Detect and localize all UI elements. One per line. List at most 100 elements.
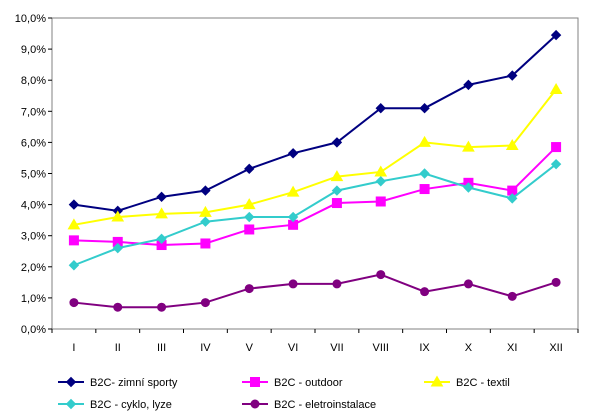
legend-marker — [250, 399, 260, 409]
data-point — [550, 158, 562, 170]
data-point — [155, 207, 168, 219]
data-point — [419, 168, 430, 179]
x-tick-label: IX — [419, 342, 430, 354]
plot-area — [51, 17, 579, 330]
data-point — [244, 163, 255, 175]
legend-label: B2C - cyklo, lyze — [90, 399, 172, 411]
data-point — [375, 196, 386, 207]
legend-label: B2C - outdoor — [274, 377, 343, 389]
series-line — [73, 273, 557, 309]
series-line — [73, 146, 557, 247]
data-point — [242, 198, 256, 210]
series-3 — [67, 83, 563, 230]
y-tick-label: 5,0% — [21, 169, 46, 181]
x-tick-label: XI — [507, 342, 517, 354]
x-axis: I II III IV V VI VII VIII IX X XI XII — [51, 329, 579, 354]
data-point — [111, 210, 125, 222]
y-tick-label: 1,0% — [21, 293, 46, 305]
data-point — [244, 284, 254, 294]
series-line — [73, 163, 557, 267]
legend-marker — [65, 398, 77, 410]
data-point — [156, 233, 167, 245]
series-line — [73, 88, 557, 226]
data-point — [375, 102, 386, 114]
data-point — [199, 205, 212, 217]
legend-item: B2C - textil — [424, 375, 510, 389]
y-tick-label: 10,0% — [15, 13, 46, 25]
data-point — [375, 176, 386, 187]
x-tick-label: I — [72, 342, 75, 354]
legend-label: B2C- zimní sporty — [90, 377, 178, 389]
data-point — [550, 29, 562, 41]
x-tick-label: III — [157, 342, 166, 354]
data-point — [200, 238, 211, 249]
data-point — [157, 302, 167, 312]
data-point — [374, 165, 388, 177]
data-point — [551, 142, 562, 153]
data-point — [462, 140, 475, 152]
x-tick-label: II — [115, 342, 121, 354]
data-point — [463, 79, 474, 91]
y-tick-label: 3,0% — [21, 231, 46, 243]
data-point — [244, 224, 255, 235]
legend-item: B2C- zimní sporty — [58, 376, 178, 389]
data-point — [156, 191, 167, 203]
legend-marker — [430, 375, 444, 387]
x-tick-label: VIII — [372, 342, 389, 354]
legend-item: B2C - outdoor — [242, 377, 343, 389]
y-tick-label: 8,0% — [21, 75, 46, 87]
data-point — [112, 242, 123, 254]
legend-marker — [250, 377, 260, 387]
data-point — [68, 199, 80, 210]
data-point — [200, 298, 210, 308]
data-point — [463, 182, 474, 193]
data-point — [507, 70, 518, 81]
data-point — [463, 279, 473, 289]
x-tick-label: X — [465, 342, 473, 354]
y-tick-label: 7,0% — [21, 106, 46, 118]
series-4 — [68, 158, 562, 271]
data-point — [67, 218, 81, 230]
x-tick-label: VII — [330, 342, 343, 354]
data-point — [286, 185, 300, 197]
y-axis: 0,0% 1,0% 2,0% 3,0% 4,0% 5,0% 6,0% 7,0% 8,0% 9,0%… — [15, 13, 52, 336]
series-layer — [67, 29, 563, 312]
y-tick-label: 0,0% — [21, 324, 46, 336]
data-point — [287, 211, 299, 223]
legend-label: B2C - textil — [456, 377, 510, 389]
data-point — [69, 298, 79, 308]
series-1 — [68, 29, 562, 217]
y-tick-label: 6,0% — [21, 137, 46, 149]
data-point — [200, 185, 211, 196]
data-point — [376, 270, 386, 280]
data-point — [507, 193, 518, 204]
data-point — [288, 279, 298, 289]
plot-frame — [51, 17, 579, 330]
data-point — [287, 148, 299, 159]
data-point — [113, 302, 123, 312]
x-tick-label: V — [246, 342, 254, 354]
data-point — [505, 139, 519, 151]
y-tick-label: 9,0% — [21, 44, 46, 56]
data-point — [331, 137, 343, 148]
legend-item: B2C - cyklo, lyze — [58, 398, 172, 411]
legend-item: B2C - eletroinstalace — [242, 399, 376, 411]
data-point — [330, 170, 344, 182]
data-point — [549, 83, 563, 95]
y-tick-label: 2,0% — [21, 262, 46, 274]
legend-marker — [65, 376, 77, 388]
data-point — [419, 184, 430, 195]
data-point — [68, 235, 79, 246]
data-point — [507, 291, 517, 301]
y-tick-label: 4,0% — [21, 200, 46, 212]
data-point — [420, 287, 430, 297]
x-tick-label: XII — [549, 342, 562, 354]
data-point — [331, 198, 342, 209]
data-point — [419, 102, 430, 114]
data-point — [200, 216, 211, 227]
series-line — [73, 34, 557, 212]
x-tick-label: IV — [200, 342, 211, 354]
x-tick-label: VI — [288, 342, 298, 354]
data-point — [68, 260, 80, 271]
